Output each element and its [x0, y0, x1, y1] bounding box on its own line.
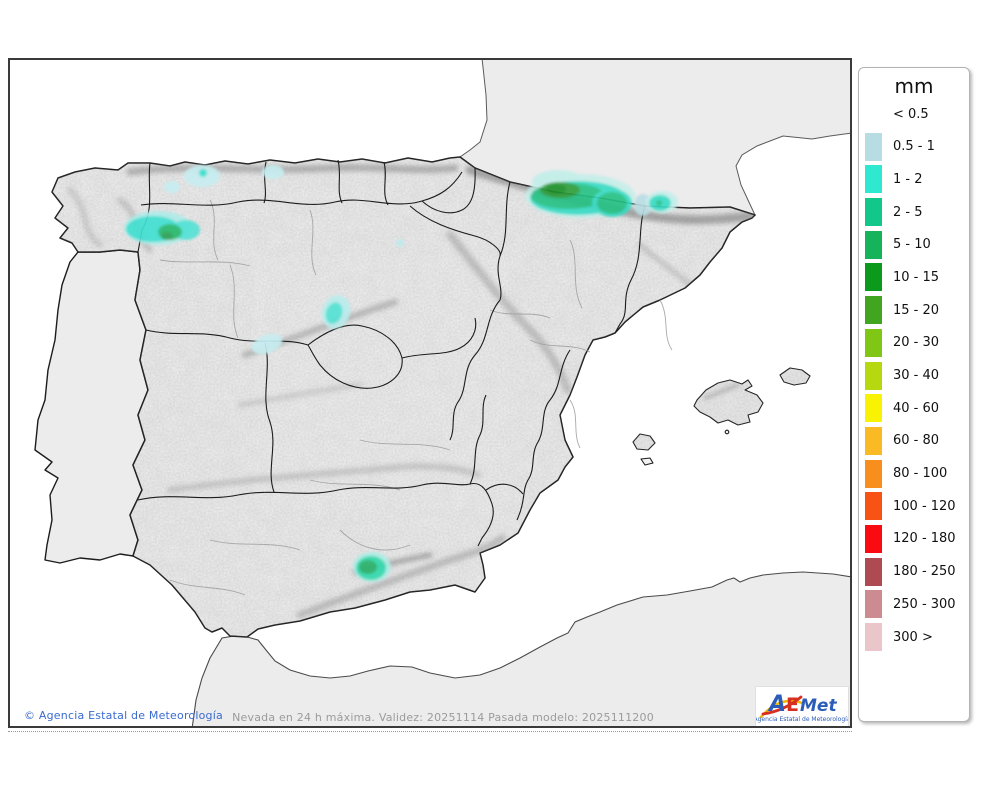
map-panel: © Agencia Estatal de Meteorología Nevada…	[8, 58, 852, 728]
legend-row: 30 - 40	[865, 361, 969, 390]
iberia-snowfall-map	[10, 60, 850, 726]
legend-row: 20 - 30	[865, 328, 969, 357]
legend-label: 30 - 40	[893, 368, 940, 383]
legend-label: 1 - 2	[893, 171, 923, 187]
island-formentera	[640, 457, 654, 466]
legend-swatch	[865, 132, 882, 161]
legend-row: 250 - 300	[865, 590, 969, 619]
copyright-text: © Agencia Estatal de Meteorología	[24, 709, 223, 722]
legend-label: 0.5 - 1	[893, 139, 935, 155]
legend-swatch	[865, 426, 882, 455]
legend-swatch	[865, 623, 882, 651]
legend-label: 80 - 100	[893, 466, 948, 482]
legend-swatch	[865, 394, 882, 423]
legend-swatch	[865, 361, 882, 390]
legend-row: 120 - 180	[865, 524, 969, 553]
legend-swatch	[865, 296, 882, 325]
aemet-logo: A E Met Agencia Estatal de Meteorología	[755, 686, 849, 726]
legend-row: 80 - 100	[865, 459, 969, 488]
africa-landmass	[191, 571, 850, 726]
legend-row: 40 - 60	[865, 394, 969, 423]
legend-label: 180 - 250	[893, 564, 956, 580]
legend-label: 40 - 60	[893, 400, 940, 416]
legend-label: 120 - 180	[893, 531, 956, 547]
logo-letter-e: E	[786, 694, 799, 716]
legend-row: 5 - 10	[865, 230, 969, 259]
legend-label: 5 - 10	[893, 237, 931, 253]
snow-patch-central-east-core	[325, 302, 343, 324]
snowfall-overlay	[124, 165, 678, 582]
snow-patch-nw-3	[164, 181, 180, 193]
page-dotted-underline	[8, 731, 852, 732]
legend-label: 100 - 120	[893, 498, 956, 514]
snow-patch-pyrenees-darkgreen	[546, 184, 566, 194]
legend-rows: < 0.5 0.5 - 1 1 - 2 2 - 5 5 - 10 10 - 15 15 - …	[859, 100, 969, 651]
legend-row: 2 - 5	[865, 198, 969, 227]
legend-title: mm	[894, 74, 934, 98]
logo-letters-met: Met	[800, 696, 837, 716]
province-borders	[159, 199, 673, 596]
logo-letter-a: A	[767, 692, 786, 717]
caption-text: Nevada en 24 h máxima. Validez: 20251114…	[232, 711, 654, 724]
legend-row: 1 - 2	[865, 165, 969, 194]
legend-row: < 0.5	[865, 100, 969, 128]
snow-patch-pyrenees-far-green	[656, 200, 662, 206]
legend-swatch	[865, 328, 882, 357]
legend-swatch	[865, 557, 882, 586]
logo-red-swoosh	[761, 695, 803, 716]
legend-label: 15 - 20	[893, 302, 940, 318]
legend-row: 100 - 120	[865, 492, 969, 521]
legend-row: 15 - 20	[865, 296, 969, 325]
snow-patch-nevada-core	[359, 560, 377, 574]
legend-label: < 0.5	[893, 106, 929, 122]
legend-swatch	[865, 198, 882, 227]
legend-row: 0.5 - 1	[865, 132, 969, 161]
snow-patch-pyrenees-east-teal	[597, 192, 627, 214]
legend-swatch	[865, 459, 882, 488]
legend-swatch	[865, 263, 882, 292]
legend-label: 2 - 5	[893, 204, 923, 220]
logo-subtitle: Agencia Estatal de Meteorología	[756, 716, 848, 723]
legend-row: 300 >	[865, 623, 969, 651]
legend-label: 300 >	[893, 629, 933, 645]
snow-patch-sanabria-dark	[161, 232, 173, 240]
legend-row: 60 - 80	[865, 426, 969, 455]
legend-label: 10 - 15	[893, 269, 940, 285]
region-borders	[137, 159, 646, 547]
snow-patch-central-west	[251, 333, 283, 355]
legend-row: 10 - 15	[865, 263, 969, 292]
legend-label: 250 - 300	[893, 596, 956, 612]
snow-patch-nw-core1	[199, 169, 207, 177]
legend-row: 180 - 250	[865, 557, 969, 586]
legend-panel: mm < 0.5 0.5 - 1 1 - 2 2 - 5 5 - 10 10 - 15 15…	[858, 67, 970, 722]
aemet-logo-graphic: A E Met Agencia Estatal de Meteorología	[756, 692, 848, 723]
snow-patch-burgos-dot	[396, 239, 404, 247]
legend-swatch	[865, 230, 882, 259]
island-cabrera	[724, 429, 730, 435]
legend-label: 60 - 80	[893, 433, 940, 449]
snow-patch-nw-2	[262, 165, 284, 179]
legend-swatch	[865, 492, 882, 521]
legend-swatch	[865, 590, 882, 619]
legend-label: 20 - 30	[893, 335, 940, 351]
legend-swatch	[865, 165, 882, 194]
legend-swatch	[865, 524, 882, 553]
